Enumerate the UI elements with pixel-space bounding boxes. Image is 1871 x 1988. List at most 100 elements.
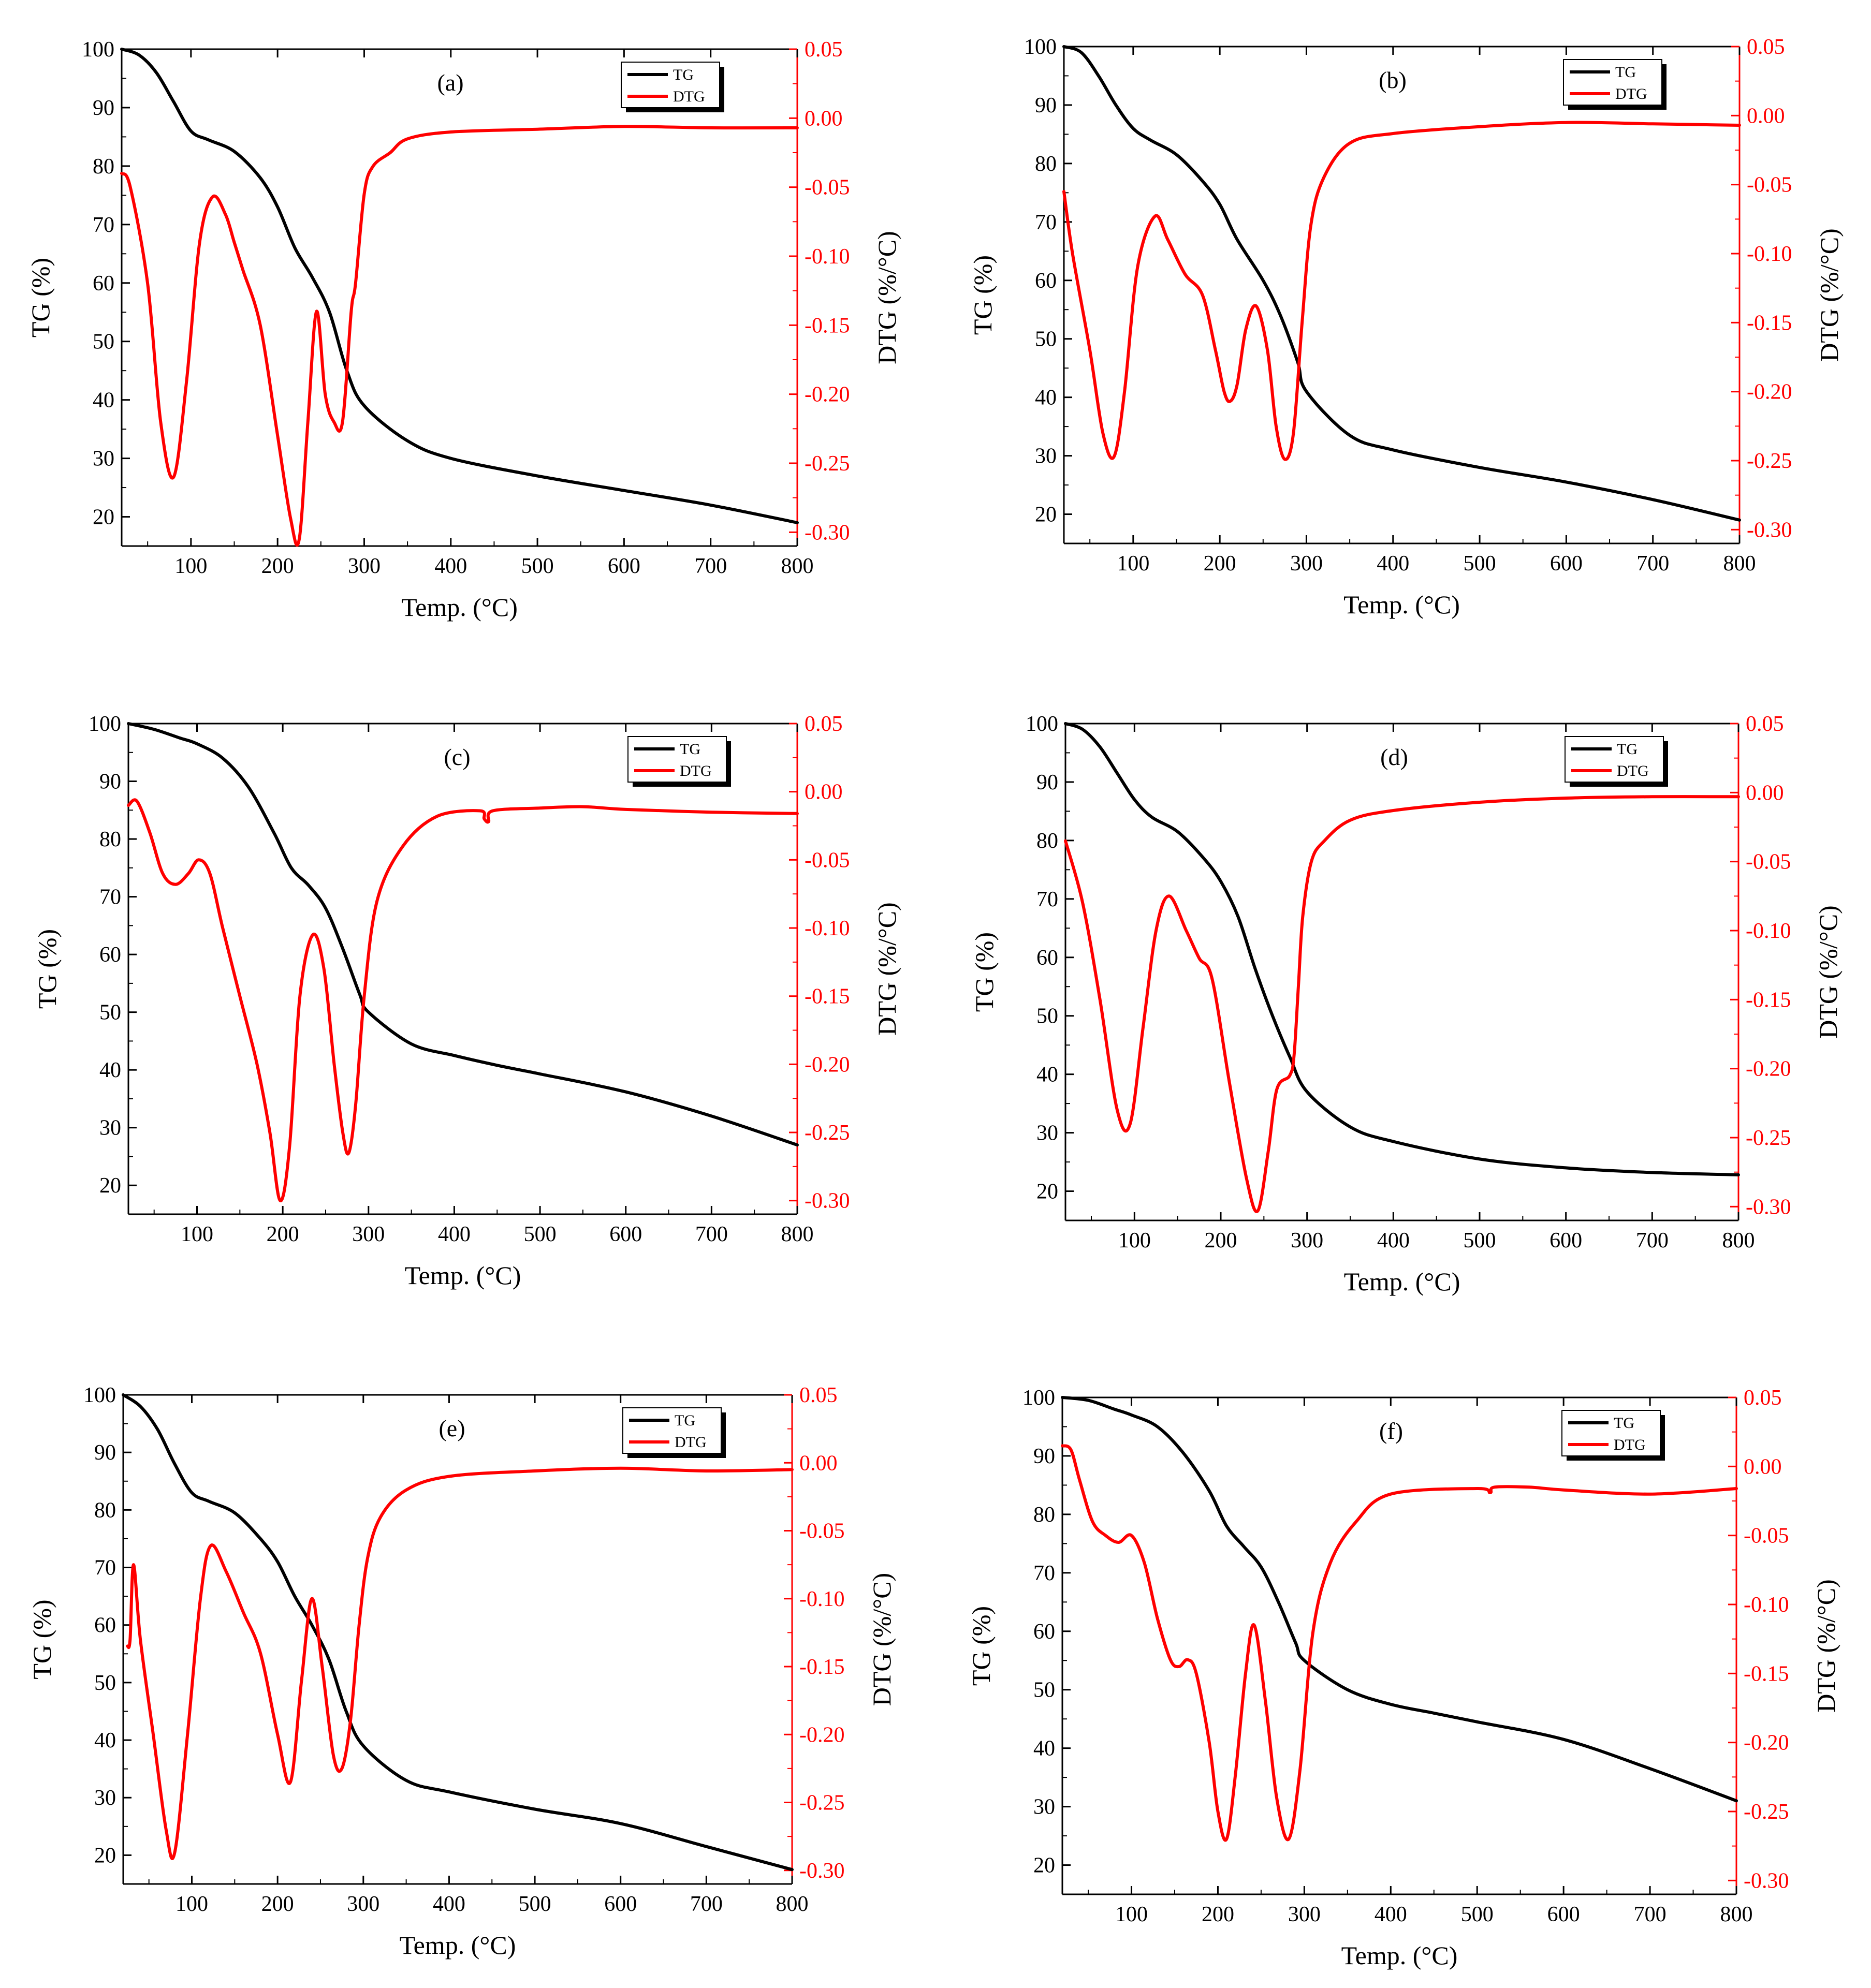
y-right-tick-label: -0.20 <box>1744 1731 1789 1755</box>
x-tick-label: 300 <box>1288 1903 1321 1926</box>
series-line-tg <box>1062 45 1741 522</box>
x-tick-label: 300 <box>348 554 381 578</box>
x-tick-label: 200 <box>1202 1903 1234 1926</box>
x-tick-label: 400 <box>1375 1903 1407 1926</box>
panel-label: (e) <box>438 1415 465 1441</box>
y-left-axis-title: TG (%) <box>967 1606 996 1686</box>
y-right-tick-label: -0.10 <box>1747 242 1792 266</box>
x-tick-label: 600 <box>604 1892 637 1916</box>
y-left-tick-label: 60 <box>93 272 114 296</box>
series-line-dtg <box>126 1466 794 1860</box>
series-line-dtg <box>1061 1444 1738 1842</box>
y-right-tick-label: 0.00 <box>1747 104 1785 128</box>
y-left-tick-label: 50 <box>1036 1005 1058 1028</box>
y-right-axis-title: DTG (%/°C) <box>867 1573 896 1706</box>
y-left-tick-label: 50 <box>93 330 114 354</box>
y-right-tick-label: -0.10 <box>805 917 850 940</box>
legend-label-dtg: DTG <box>1617 762 1649 779</box>
y-left-axis-title: TG (%) <box>33 929 62 1009</box>
y-right-tick-label: 0.05 <box>805 38 843 62</box>
y-left-tick-label: 60 <box>1035 269 1057 293</box>
series-line-tg <box>1061 1396 1738 1803</box>
x-tick-label: 600 <box>1547 1903 1580 1926</box>
y-right-tick-label: -0.05 <box>1747 173 1792 197</box>
y-left-tick-label: 20 <box>1036 1180 1058 1204</box>
y-right-tick-label: -0.15 <box>805 314 850 337</box>
y-right-tick-label: -0.20 <box>799 1723 845 1747</box>
y-left-tick-label: 100 <box>1022 1386 1055 1410</box>
y-left-axis-title: TG (%) <box>970 932 999 1012</box>
x-tick-label: 800 <box>1723 552 1756 576</box>
y-right-tick-label: -0.25 <box>1744 1800 1789 1824</box>
y-left-tick-label: 60 <box>1033 1620 1055 1644</box>
y-left-tick-label: 40 <box>94 1729 116 1753</box>
panel-label: (d) <box>1380 744 1408 770</box>
panel-label: (a) <box>437 69 463 96</box>
legend-label-tg: TG <box>673 66 694 83</box>
series-line-tg <box>120 48 799 524</box>
y-left-tick-label: 70 <box>1036 888 1058 911</box>
y-left-tick-label: 100 <box>83 1383 116 1407</box>
panel-label: (f) <box>1379 1418 1403 1444</box>
x-axis-title: Temp. (°C) <box>1344 1267 1460 1296</box>
x-axis-title: Temp. (°C) <box>1343 590 1460 619</box>
y-left-tick-label: 80 <box>99 828 121 851</box>
y-left-tick-label: 30 <box>1033 1795 1055 1819</box>
y-left-tick-label: 70 <box>1033 1562 1055 1585</box>
x-tick-label: 700 <box>695 1223 728 1246</box>
x-tick-label: 200 <box>1205 1229 1237 1253</box>
y-right-tick-label: 0.05 <box>799 1383 838 1407</box>
legend-label-tg: TG <box>1614 1415 1634 1432</box>
y-left-tick-label: 20 <box>94 1844 116 1867</box>
x-axis-title: Temp. (°C) <box>401 593 518 622</box>
y-right-tick-label: -0.15 <box>1744 1662 1789 1686</box>
legend-box <box>1561 1410 1661 1456</box>
x-tick-label: 100 <box>1115 1903 1148 1926</box>
x-tick-label: 800 <box>781 1223 814 1246</box>
y-right-tick-label: -0.30 <box>799 1859 845 1883</box>
x-tick-label: 300 <box>347 1892 379 1916</box>
x-tick-label: 500 <box>519 1892 551 1916</box>
y-left-tick-label: 40 <box>1036 1063 1058 1087</box>
legend-label-dtg: DTG <box>680 762 712 779</box>
y-left-tick-label: 50 <box>99 1001 121 1025</box>
panel-c: 100 200 300 400 500 600 700 800 20 30 40 50 60 70 80 90… <box>33 712 901 1290</box>
y-left-tick-label: 50 <box>1033 1678 1055 1702</box>
x-tick-label: 200 <box>261 1892 294 1916</box>
panel-f: 100 200 300 400 500 600 700 800 20 30 40 50 60 70 80 90… <box>967 1386 1840 1970</box>
y-left-tick-label: 60 <box>99 943 121 967</box>
y-right-tick-label: -0.30 <box>1747 518 1792 542</box>
legend-label-tg: TG <box>680 741 700 758</box>
panel-e: 100 200 300 400 500 600 700 800 20 30 40 50 60 70 80 90… <box>27 1383 896 1960</box>
y-left-tick-label: 40 <box>99 1058 121 1082</box>
panel-d: 100 200 300 400 500 600 700 800 20 30 40 50 60 70 80 90… <box>970 712 1843 1296</box>
legend-label-tg: TG <box>1615 64 1636 81</box>
series-line-dtg <box>1064 795 1740 1213</box>
y-right-tick-label: 0.00 <box>1746 781 1784 805</box>
y-left-tick-label: 100 <box>89 712 121 736</box>
panel-a: 100 200 300 400 500 600 700 800 20 30 40 50 60 70 80 90… <box>26 38 901 622</box>
y-left-axis-title: TG (%) <box>27 1599 56 1679</box>
y-left-tick-label: 90 <box>1036 771 1058 794</box>
legend-box <box>1563 59 1662 106</box>
x-tick-label: 700 <box>694 554 727 578</box>
x-tick-label: 400 <box>434 554 467 578</box>
y-left-tick-label: 30 <box>94 1786 116 1810</box>
x-tick-label: 600 <box>609 1223 642 1246</box>
y-left-tick-label: 30 <box>1036 1122 1058 1145</box>
y-right-tick-label: 0.00 <box>799 1451 838 1475</box>
y-left-tick-label: 20 <box>93 506 114 529</box>
y-right-tick-label: -0.25 <box>799 1791 845 1815</box>
y-left-axis-title: TG (%) <box>968 255 997 335</box>
y-right-tick-label: 0.05 <box>805 712 843 736</box>
x-tick-label: 500 <box>521 554 554 578</box>
y-right-tick-label: 0.05 <box>1746 712 1784 736</box>
y-right-axis-title: DTG (%/°C) <box>872 902 901 1035</box>
x-tick-label: 500 <box>1464 552 1496 576</box>
x-tick-label: 800 <box>781 554 814 578</box>
y-right-axis-title: DTG (%/°C) <box>1811 1579 1840 1712</box>
y-right-tick-label: 0.00 <box>805 107 843 130</box>
y-right-tick-label: -0.30 <box>805 1189 850 1213</box>
y-left-tick-label: 50 <box>94 1671 116 1695</box>
